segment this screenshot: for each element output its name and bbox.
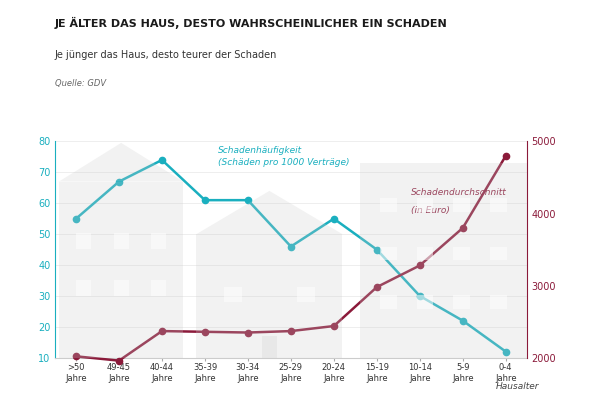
Text: Je jünger das Haus, desto teurer der Schaden: Je jünger das Haus, desto teurer der Sch… xyxy=(55,50,277,60)
Text: Schadendurchschnitt: Schadendurchschnitt xyxy=(411,188,507,197)
Text: JE ÄLTER DAS HAUS, DESTO WAHRSCHEINLICHER EIN SCHADEN: JE ÄLTER DAS HAUS, DESTO WAHRSCHEINLICHE… xyxy=(55,17,447,29)
Text: Hausalter: Hausalter xyxy=(496,382,539,391)
Text: (in Euro): (in Euro) xyxy=(411,206,450,215)
Text: (Schäden pro 1000 Verträge): (Schäden pro 1000 Verträge) xyxy=(218,158,349,167)
Text: Schadenhäufigkeit: Schadenhäufigkeit xyxy=(218,146,302,155)
Text: Quelle: GDV: Quelle: GDV xyxy=(55,79,105,88)
